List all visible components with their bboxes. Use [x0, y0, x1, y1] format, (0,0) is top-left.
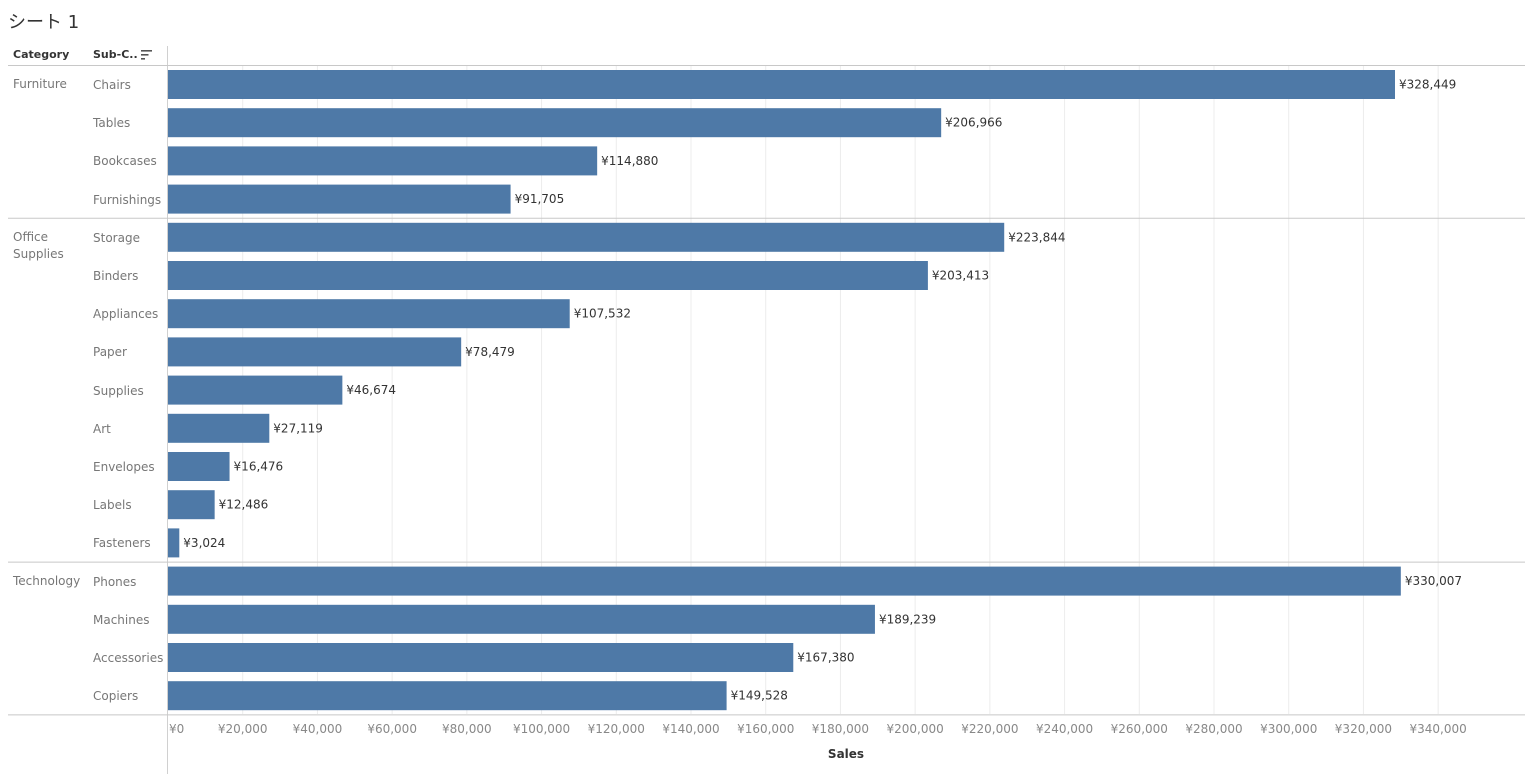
bar: [168, 108, 942, 138]
x-tick-label: ¥60,000: [367, 722, 417, 736]
header-divider: [167, 46, 168, 774]
bar-value-label: ¥189,239: [879, 612, 936, 626]
subcategory-label: Chairs: [93, 78, 131, 92]
bar-value-label: ¥328,449: [1399, 78, 1456, 92]
bar: [168, 299, 570, 329]
bar: [168, 70, 1395, 99]
bar-value-label: ¥330,007: [1405, 574, 1462, 588]
category-label: Furniture: [13, 77, 67, 91]
bar-value-label: ¥223,844: [1008, 230, 1065, 244]
subcategory-label: Paper: [93, 345, 127, 360]
bar-value-label: ¥46,674: [346, 383, 396, 397]
subcategory-label: Fasteners: [93, 536, 151, 551]
subcategory-label: Art: [93, 421, 111, 436]
bar-value-label: ¥167,380: [797, 651, 854, 665]
bar: [168, 413, 270, 443]
x-axis-title: Sales: [828, 747, 864, 761]
subcategory-label: Machines: [93, 612, 150, 627]
subcategory-label: Bookcases: [93, 154, 157, 169]
category-label: Technology: [13, 573, 81, 588]
x-tick-label: ¥0: [169, 722, 184, 736]
bar: [168, 146, 598, 176]
category-label: Office Supplies: [13, 229, 64, 261]
x-tick-label: ¥20,000: [218, 722, 268, 736]
subcategory-header[interactable]: Sub-C..: [93, 48, 138, 61]
subcategory-label: Copiers: [93, 689, 139, 704]
bar-value-label: ¥206,966: [945, 116, 1002, 130]
bar: [168, 643, 794, 672]
x-tick-label: ¥340,000: [1410, 722, 1467, 736]
bar: [168, 452, 230, 481]
x-tick-label: ¥40,000: [293, 722, 343, 736]
x-tick-label: ¥280,000: [1185, 722, 1242, 736]
x-tick-label: ¥260,000: [1111, 722, 1168, 736]
subcategory-label: Appliances: [93, 307, 159, 322]
x-tick-label: ¥100,000: [513, 722, 570, 736]
bar-value-label: ¥203,413: [932, 269, 989, 283]
x-tick-label: ¥240,000: [1036, 722, 1093, 736]
subcategory-label: Labels: [93, 498, 132, 513]
bar: [168, 566, 1401, 596]
bar: [168, 528, 180, 558]
x-tick-label: ¥320,000: [1335, 722, 1392, 736]
bar-value-label: ¥107,532: [574, 307, 631, 321]
bar: [168, 490, 215, 520]
x-tick-label: ¥160,000: [737, 722, 794, 736]
x-tick-label: ¥140,000: [662, 722, 719, 736]
x-tick-label: ¥80,000: [442, 722, 492, 736]
bar-value-label: ¥91,705: [515, 192, 565, 206]
sheet-title: シート 1: [8, 12, 80, 33]
bar-value-label: ¥114,880: [601, 154, 658, 168]
subcategory-label: Storage: [93, 230, 140, 245]
bar-value-label: ¥27,119: [273, 421, 323, 435]
bar: [168, 222, 1005, 252]
subcategory-label: Tables: [93, 116, 131, 131]
bar: [168, 184, 511, 214]
bar: [168, 337, 462, 367]
bar: [168, 261, 928, 290]
subcategory-label: Binders: [93, 269, 139, 283]
subcategory-label: Phones: [93, 574, 137, 589]
bar: [168, 375, 343, 405]
subcategory-label: Envelopes: [93, 460, 155, 474]
x-tick-label: ¥180,000: [812, 722, 869, 736]
bar-value-label: ¥149,528: [731, 689, 788, 703]
x-tick-label: ¥220,000: [961, 722, 1018, 736]
category-header[interactable]: Category: [13, 48, 70, 61]
subcategory-label: Accessories: [93, 651, 164, 665]
bar: [168, 604, 875, 634]
x-tick-label: ¥120,000: [588, 722, 645, 736]
bar: [168, 681, 727, 711]
subcategory-label: Supplies: [93, 383, 144, 398]
x-tick-label: ¥200,000: [887, 722, 944, 736]
bar-value-label: ¥3,024: [183, 536, 225, 550]
subcategory-label: Furnishings: [93, 192, 162, 207]
bar-value-label: ¥78,479: [465, 345, 515, 359]
bar-value-label: ¥12,486: [219, 498, 269, 512]
x-tick-label: ¥300,000: [1260, 722, 1317, 736]
bar-value-label: ¥16,476: [234, 460, 284, 474]
sort-descending-icon[interactable]: [141, 49, 153, 61]
